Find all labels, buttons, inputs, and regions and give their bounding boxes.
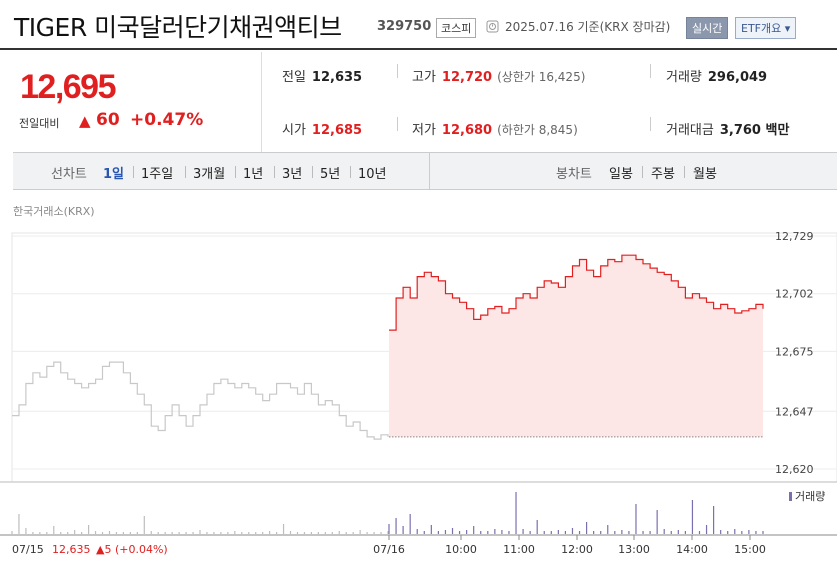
candle-chart-label: 봉차트 xyxy=(556,167,592,182)
period-3y[interactable]: 3년 xyxy=(282,167,303,182)
stat-low: 저가 12,680 (하한가 8,845) xyxy=(412,123,578,138)
price-stats: 전일 12,635 고가 12,720 (상한가 16,425) 거래량 296,049… xyxy=(262,52,837,152)
stock-header: TIGER 미국달러단기채권액티브 329750 코스피 2025.07.16 … xyxy=(0,0,837,50)
period-1w[interactable]: 1주일 xyxy=(141,167,174,182)
up-triangle-icon: ▲ xyxy=(79,112,91,130)
stat-prev-close: 전일 12,635 xyxy=(282,70,363,85)
current-price: 12,695 xyxy=(20,68,117,106)
volume-bars xyxy=(11,492,764,534)
x-tick-label: 12:00 xyxy=(561,543,593,556)
y-axis-ticks: 12,729 12,702 12,675 12,647 12,620 xyxy=(775,230,814,476)
y-tick-label: 12,647 xyxy=(775,405,814,418)
y-tick-label: 12,675 xyxy=(775,345,814,358)
prev-day-change: ▲5 (+0.04%) xyxy=(96,543,168,556)
stock-name: TIGER 미국달러단기채권액티브 xyxy=(14,13,342,42)
period-5y[interactable]: 5년 xyxy=(320,167,341,182)
realtime-button[interactable]: 실시간 xyxy=(686,17,729,39)
change-value: 60 xyxy=(96,110,120,130)
prev-day-close: 12,635 xyxy=(52,543,91,556)
stock-code: 329750 xyxy=(377,19,432,34)
intraday-chart[interactable]: 12,729 12,702 12,675 12,647 12,620 07/16 10:0… xyxy=(0,222,837,583)
etf-overview-button[interactable]: ETF개요 ▾ xyxy=(735,17,797,39)
prev-day-line xyxy=(12,361,389,440)
today-line-group xyxy=(389,254,764,438)
prev-day-label: 07/15 xyxy=(12,543,44,556)
period-1y[interactable]: 1년 xyxy=(243,167,264,182)
period-10y[interactable]: 10년 xyxy=(358,167,387,182)
x-tick-label: 13:00 xyxy=(618,543,650,556)
stat-high: 고가 12,720 (상한가 16,425) xyxy=(412,70,586,85)
change-label: 전일대비 xyxy=(19,117,60,130)
volume-legend: 거래량 xyxy=(795,490,825,503)
x-tick-label: 07/16 xyxy=(373,543,405,556)
data-source: 한국거래소(KRX) xyxy=(13,205,95,218)
y-tick-label: 12,729 xyxy=(775,230,814,243)
market-badge: 코스피 xyxy=(436,18,477,38)
clock-icon xyxy=(486,20,499,33)
chart-toolbar: 선차트 1일 1주일 3개월 1년 3년 5년 10년 봉차트 일봉 주봉 월봉 xyxy=(13,152,837,190)
x-tick-label: 15:00 xyxy=(734,543,766,556)
base-datetime: 2025.07.16 기준(KRX 장마감) xyxy=(505,20,671,34)
today-line xyxy=(389,254,764,331)
stat-open: 시가 12,685 xyxy=(282,123,363,138)
y-tick-label: 12,702 xyxy=(775,288,814,301)
line-chart-label: 선차트 xyxy=(51,167,87,182)
period-1d[interactable]: 1일 xyxy=(103,167,125,182)
period-3m[interactable]: 3개월 xyxy=(193,167,226,182)
x-tick-label: 14:00 xyxy=(676,543,708,556)
change-percent: +0.47% xyxy=(130,110,204,130)
candle-monthly[interactable]: 월봉 xyxy=(693,167,717,182)
stat-volume: 거래량 296,049 xyxy=(666,70,768,85)
prev-day-line-group xyxy=(12,361,389,440)
y-tick-label: 12,620 xyxy=(775,463,814,476)
x-axis-ticks: 07/16 10:00 11:00 12:00 13:00 14:00 15:00 xyxy=(373,535,766,556)
x-tick-label: 11:00 xyxy=(503,543,535,556)
today-area xyxy=(389,255,763,437)
price-panel: 12,695 전일대비 ▲ 60 +0.47% xyxy=(13,52,262,152)
stat-trade-value: 거래대금 3,760 백만 xyxy=(666,123,790,138)
candle-weekly[interactable]: 주봉 xyxy=(651,167,675,182)
x-tick-label: 10:00 xyxy=(445,543,477,556)
candle-daily[interactable]: 일봉 xyxy=(609,167,633,182)
volume-legend-swatch xyxy=(789,492,792,501)
